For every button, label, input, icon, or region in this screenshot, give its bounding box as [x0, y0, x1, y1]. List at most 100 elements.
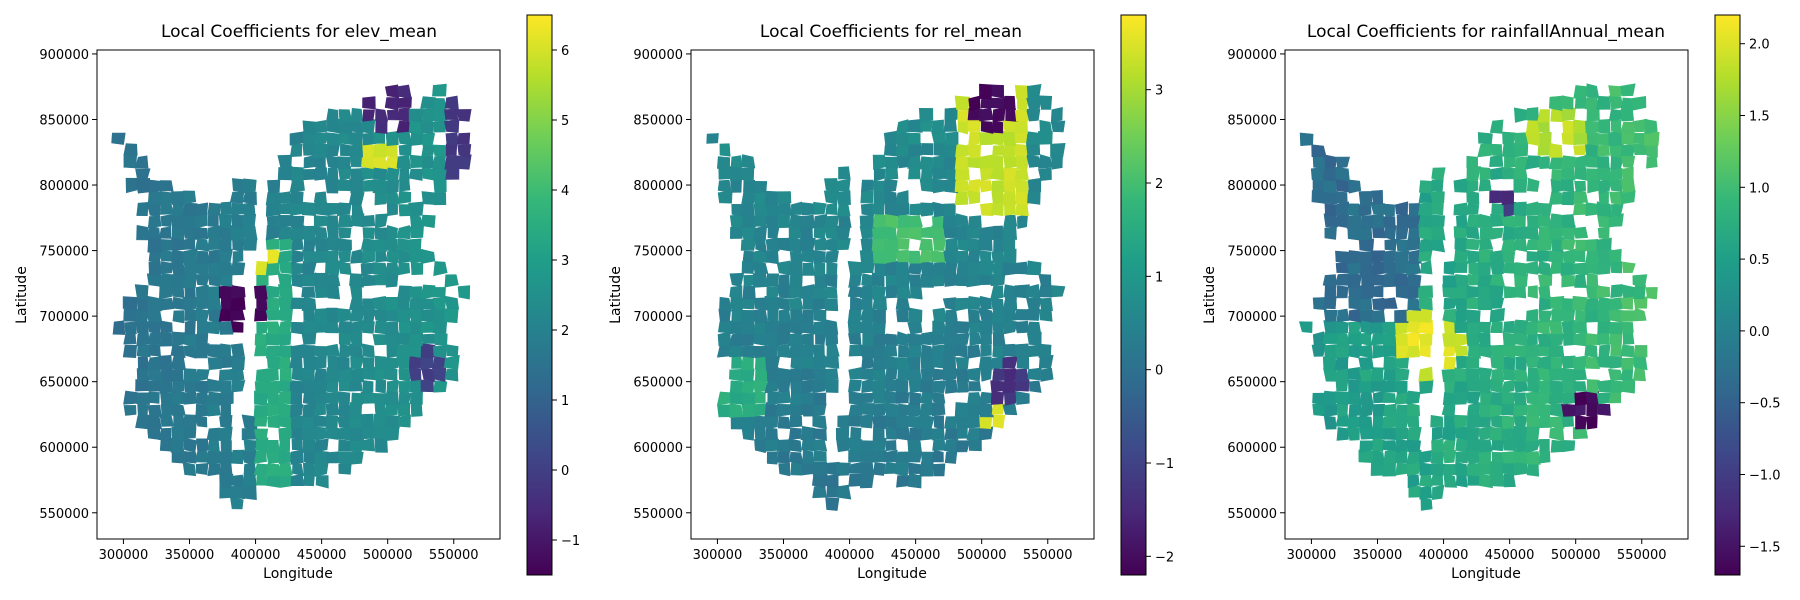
catchment-patch	[1549, 380, 1565, 393]
catchment-patch	[1466, 321, 1482, 335]
catchment-patch	[1358, 203, 1372, 217]
catchment-patch	[1632, 307, 1647, 322]
catchment-patch	[278, 214, 294, 229]
catchment-patch	[812, 439, 828, 452]
catchment-patch	[301, 296, 317, 311]
catchment-patch	[384, 155, 398, 170]
catchment-patch	[907, 319, 923, 335]
catchment-patch	[1418, 225, 1433, 241]
colorbar-tick-label: −2	[1155, 550, 1174, 565]
colorbar-ticks: 3 2 1 0 −1 −2	[1146, 84, 1174, 565]
catchment-patch	[1336, 285, 1349, 299]
catchment-patch	[327, 284, 341, 300]
catchment-patch	[432, 155, 446, 170]
catchment-patch	[1575, 309, 1587, 323]
catchment-patch	[1549, 403, 1564, 418]
catchment-patch	[1442, 275, 1458, 288]
catchment-patch	[1479, 227, 1493, 240]
catchment-patch	[384, 367, 398, 381]
catchment-patch	[1525, 155, 1541, 170]
catchment-patch	[1527, 379, 1540, 393]
catchment-patch	[1336, 191, 1348, 205]
catchment-patch	[1382, 250, 1396, 264]
catchment-patch	[360, 238, 376, 251]
y-axis-label: Latitude	[608, 266, 624, 324]
y-tick-label: 900000	[1227, 48, 1277, 63]
catchment-patch	[776, 201, 792, 216]
catchment-patch	[896, 226, 910, 239]
catchment-patch	[943, 437, 959, 453]
y-axis-label: Latitude	[1202, 266, 1218, 324]
catchment-patch	[1418, 366, 1433, 382]
catchment-patch	[907, 274, 921, 287]
catchment-patch	[349, 119, 364, 133]
colorbar-tick-label: −1	[1155, 457, 1174, 472]
catchment-patch	[1419, 379, 1434, 395]
x-tick-label: 350000	[1353, 548, 1403, 563]
catchment-patch	[135, 177, 151, 194]
catchment-patch	[788, 367, 803, 383]
catchment-patch	[182, 461, 197, 477]
catchment-patch	[1467, 273, 1480, 286]
catchment-patch	[920, 202, 935, 217]
catchment-patch	[802, 449, 815, 464]
catchment-patch	[753, 180, 768, 194]
catchment-patch	[1501, 402, 1515, 416]
catchment-patch	[1383, 449, 1396, 465]
catchment-patch	[220, 438, 232, 453]
catchment-patch	[326, 215, 339, 228]
catchment-patch	[1002, 190, 1017, 206]
catchment-patch	[1335, 368, 1350, 382]
catchment-patch	[242, 225, 258, 241]
catchment-patch	[788, 427, 802, 440]
catchment-patch	[908, 250, 922, 264]
catchment-patch	[372, 131, 386, 144]
catchment-patch	[1324, 154, 1338, 170]
catchment-patch	[944, 131, 959, 147]
catchment-patch	[967, 144, 982, 159]
catchment-patch	[1003, 368, 1018, 381]
catchment-patch	[1383, 403, 1397, 417]
catchment-patch	[991, 84, 1005, 99]
catchment-patch	[824, 379, 839, 393]
catchment-patch	[160, 213, 173, 227]
catchment-patch	[218, 238, 232, 252]
catchment-patch	[266, 463, 282, 477]
catchment-patch	[1598, 344, 1611, 359]
catchment-patch	[160, 239, 173, 252]
catchment-patch	[1561, 166, 1576, 181]
catchment-patch	[764, 295, 780, 311]
catchment-patch	[207, 202, 222, 216]
x-tick-label: 400000	[1419, 548, 1469, 563]
catchment-patch	[1513, 238, 1528, 252]
catchment-patch	[823, 298, 839, 312]
catchment-patch	[1014, 85, 1029, 99]
y-tick-label: 650000	[633, 376, 683, 391]
catchment-patch	[386, 109, 399, 121]
x-axis-label: Longitude	[1451, 566, 1521, 582]
catchment-patch	[919, 156, 934, 170]
x-tick-label: 350000	[759, 548, 809, 563]
catchment-patch	[361, 343, 375, 358]
catchment-patch	[979, 319, 993, 335]
catchment-patch	[932, 201, 945, 218]
catchment-patch	[1608, 85, 1623, 97]
catchment-patch	[1396, 239, 1408, 252]
catchment-patch	[908, 261, 923, 275]
catchment-patch	[385, 296, 400, 312]
catchment-patch	[338, 118, 353, 135]
catchment-patch	[277, 272, 292, 288]
catchment-patch	[825, 237, 839, 253]
catchment-patch	[1359, 251, 1374, 264]
catchment-patch	[278, 261, 293, 275]
catchment-patch	[386, 380, 399, 392]
catchment-patch	[1538, 403, 1552, 418]
catchment-patch	[1038, 354, 1054, 369]
catchment-patch	[1406, 414, 1420, 429]
catchment-patch	[859, 440, 875, 453]
catchment-patch	[1383, 367, 1397, 381]
colorbar-tick-label: 1.5	[1749, 110, 1770, 125]
catchment-patch	[1441, 438, 1456, 453]
catchment-patch	[836, 238, 851, 251]
catchment-patch	[1026, 260, 1042, 276]
